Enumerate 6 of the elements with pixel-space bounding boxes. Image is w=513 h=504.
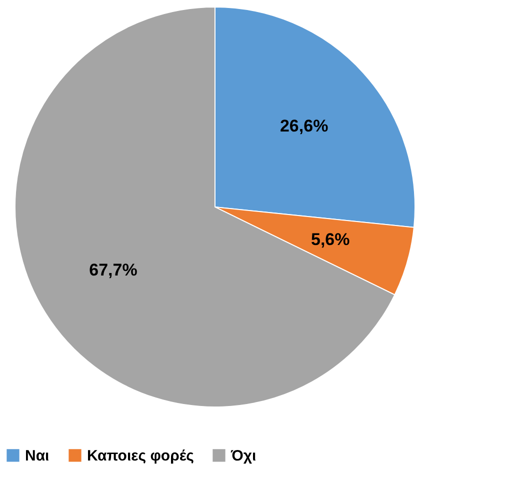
data-label: 67,7% [89, 260, 138, 280]
data-label: 26,6% [280, 116, 328, 136]
legend-label: Καποιες φορές [87, 447, 194, 464]
legend-label: Ναι [25, 447, 50, 464]
data-label: 5,6% [311, 230, 350, 249]
legend-label: Όχι [230, 447, 256, 464]
